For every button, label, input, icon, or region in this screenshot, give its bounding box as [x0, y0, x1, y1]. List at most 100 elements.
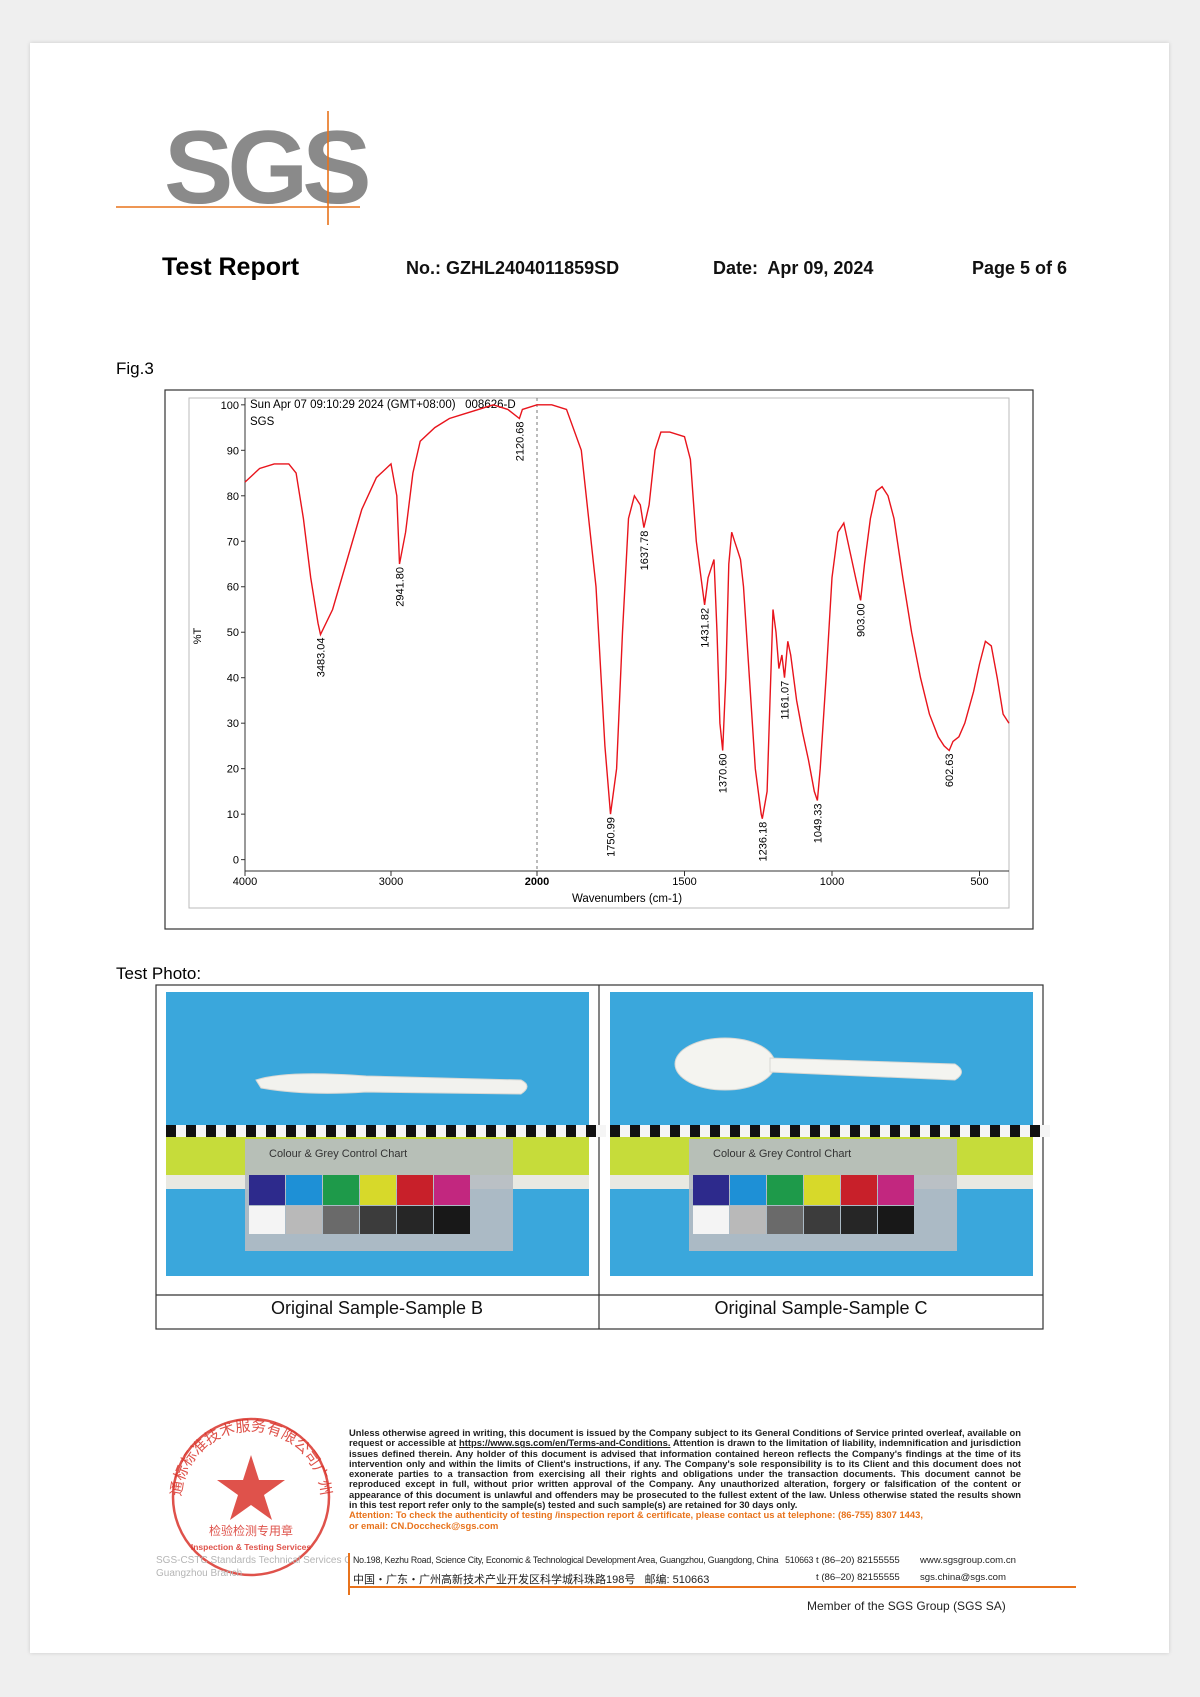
ruler-check	[850, 1125, 860, 1137]
ruler-check	[720, 1125, 730, 1137]
ruler-check	[930, 1125, 940, 1137]
color-chart-title: Colour & Grey Control Chart	[269, 1148, 407, 1160]
ruler-check	[196, 1125, 206, 1137]
disclaimer-text: Unless otherwise agreed in writing, this…	[349, 1427, 1021, 1449]
x-tick-label: 1500	[672, 876, 696, 888]
ruler-check	[286, 1125, 296, 1137]
ruler-check	[630, 1125, 640, 1137]
ruler-check	[236, 1125, 246, 1137]
peak-label: 1637.78	[639, 531, 651, 571]
ruler-check	[810, 1125, 820, 1137]
grey-swatch	[434, 1206, 470, 1234]
grey-swatch	[286, 1206, 322, 1234]
ruler-check	[496, 1125, 506, 1137]
ruler-check	[306, 1125, 316, 1137]
ruler-check	[576, 1125, 586, 1137]
spoon-handle	[769, 1057, 962, 1081]
x-tick-label: 4000	[233, 876, 257, 888]
ruler-check	[770, 1125, 780, 1137]
peak-label: 3483.04	[315, 638, 327, 678]
terms-link[interactable]: https://www.sgs.com/en/Terms-and-Conditi…	[459, 1437, 671, 1449]
ruler-check	[870, 1125, 880, 1137]
ruler-check	[256, 1125, 266, 1137]
grey-swatch	[360, 1206, 396, 1234]
x-axis-label: Wavenumbers (cm-1)	[572, 893, 682, 905]
phone-cn: t (86–20) 82155555	[816, 1572, 900, 1583]
ruler-check	[226, 1125, 236, 1137]
ruler-check	[860, 1125, 870, 1137]
ruler-check	[1010, 1125, 1020, 1137]
color-swatch	[841, 1175, 877, 1205]
ruler-check	[710, 1125, 720, 1137]
stamp: 通标标准技术服务有限公司广州分公司 检验检测专用章 Inspection & T…	[140, 1410, 350, 1579]
report-title: Test Report	[162, 253, 300, 281]
color-swatch	[323, 1175, 359, 1205]
y-axis-label: %T	[192, 627, 204, 644]
ruler-check	[346, 1125, 356, 1137]
ruler-check	[356, 1125, 366, 1137]
ruler-check	[546, 1125, 556, 1137]
photo-table: Colour & Grey Control Chart Original Samp…	[155, 984, 1044, 1330]
y-tick-label: 90	[227, 445, 239, 457]
grey-swatch	[804, 1206, 840, 1234]
ruler-check	[216, 1125, 226, 1137]
ruler-check	[790, 1125, 800, 1137]
spectrum-line	[244, 404, 1010, 819]
member-note: Member of the SGS Group (SGS SA)	[807, 1599, 1006, 1613]
ruler-check	[730, 1125, 740, 1137]
peak-label: 1236.18	[757, 822, 769, 862]
mail: sgs.china@sgs.com	[920, 1572, 1006, 1583]
peak-label: 1049.33	[812, 804, 824, 844]
ruler-check	[206, 1125, 216, 1137]
ruler-check	[426, 1125, 436, 1137]
y-tick-label: 50	[227, 627, 239, 639]
email: or email: CN.Doccheck@sgs.com	[349, 1519, 499, 1531]
ruler-check	[486, 1125, 496, 1137]
ruler-check	[660, 1125, 670, 1137]
photo-caption: Original Sample-Sample C	[714, 1298, 927, 1318]
phone-en: t (86–20) 82155555	[816, 1555, 900, 1566]
page-card	[30, 43, 1169, 1653]
plot-frame	[188, 397, 1010, 909]
peak-label: 903.00	[856, 603, 868, 637]
color-swatch	[804, 1175, 840, 1205]
peak-label: 1161.07	[779, 681, 791, 720]
figure-label: Fig.3	[116, 359, 154, 378]
ruler-check	[406, 1125, 416, 1137]
ruler-check	[296, 1125, 306, 1137]
color-swatch	[730, 1175, 766, 1205]
company-name: SGS-CSTC Standards Technical Services Co…	[156, 1555, 350, 1566]
x-tick-label: 500	[970, 876, 988, 888]
peak-label: 1370.60	[718, 753, 730, 793]
ruler-check	[566, 1125, 576, 1137]
ruler-check	[670, 1125, 680, 1137]
y-tick-label: 10	[227, 809, 239, 821]
photos-label: Test Photo:	[116, 964, 202, 983]
ruler-check	[246, 1125, 256, 1137]
report-date: Date: Apr 09, 2024	[713, 258, 874, 278]
report-number: No.: GZHL2404011859SD	[406, 258, 620, 278]
color-chart-title: Colour & Grey Control Chart	[713, 1148, 851, 1160]
grey-swatch	[323, 1206, 359, 1234]
stamp-center: 检验检测专用章	[209, 1523, 293, 1538]
peak-label: 1750.99	[605, 817, 617, 857]
y-tick-label: 60	[227, 582, 239, 594]
y-tick-label: 80	[227, 491, 239, 503]
x-tick-label: 3000	[379, 876, 403, 888]
ruler-check	[536, 1125, 546, 1137]
grey-swatch	[878, 1206, 914, 1234]
grey-swatch	[767, 1206, 803, 1234]
peak-label: 2941.80	[394, 567, 406, 607]
ruler-check	[516, 1125, 526, 1137]
y-tick-label: 0	[233, 855, 239, 867]
ruler-check	[556, 1125, 566, 1137]
ruler-check	[396, 1125, 406, 1137]
chart-frame	[164, 389, 1034, 930]
ruler-check	[650, 1125, 660, 1137]
ruler-check	[276, 1125, 286, 1137]
ruler-check	[740, 1125, 750, 1137]
disclaimer: Unless otherwise agreed in writing, this…	[349, 1427, 1021, 1531]
y-tick-label: 100	[221, 400, 239, 412]
color-swatch	[434, 1175, 470, 1205]
